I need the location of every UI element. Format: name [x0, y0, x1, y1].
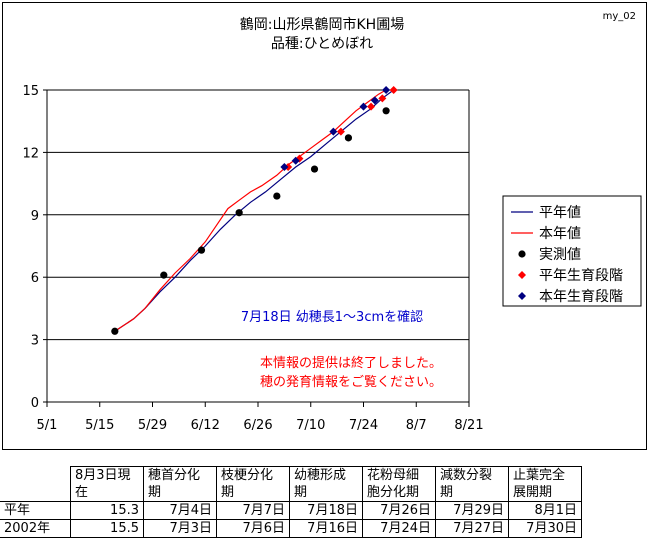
legend-label: 本年値 [539, 226, 581, 242]
stage-marker [378, 94, 387, 103]
stage-marker [329, 127, 338, 136]
table-cell: 7月16日 [289, 519, 363, 538]
stage-marker [389, 86, 398, 94]
data-point [310, 165, 319, 173]
x-tick-label: 7/10 [296, 418, 325, 433]
table-cell: 7月30日 [508, 519, 582, 538]
row-label: 平年 [0, 501, 71, 520]
stage-marker [367, 102, 376, 111]
legend-label: 平年生育段階 [539, 268, 623, 284]
x-tick-label: 8/7 [406, 418, 427, 433]
legend-label: 実測値 [539, 247, 581, 263]
table-header-cell: 花粉母細胞分化期 [362, 466, 436, 502]
stage-marker [382, 86, 391, 94]
stage-marker [291, 156, 300, 165]
data-point [235, 209, 243, 217]
table-cell: 15.5 [70, 519, 144, 538]
table-cell: 8月1日 [508, 501, 582, 520]
x-tick-label: 5/29 [138, 418, 167, 433]
chart-frame: 鶴岡:山形県鶴岡市KH圃場 品種:ひとめぼれ my_02 0 3 6 9 12 15 5/1 5/1… [2, 2, 647, 450]
legend-swatch [518, 292, 526, 300]
y-tick-label: 15 [22, 84, 39, 99]
legend-box [502, 195, 642, 307]
series-line [114, 89, 387, 332]
table-row: 平年 15.3 7月4日 7月7日 7月18日 7月26日 7月29日 8月1日 [0, 501, 582, 520]
y-tick-label: 12 [22, 146, 39, 161]
table-header-cell: 減数分裂期 [435, 466, 509, 502]
table-header-cell: 枝梗分化期 [216, 466, 290, 502]
x-tick-label: 5/15 [85, 418, 114, 433]
x-tick-label: 8/21 [454, 418, 483, 433]
plot-annotation: 7月18日 幼穂長1～3cmを確認 [241, 309, 423, 325]
x-tick-label: 7/24 [349, 418, 378, 433]
y-tick-label: 6 [31, 271, 39, 286]
stage-marker [370, 96, 379, 105]
table-header-cell: 8月3日現在 [70, 466, 144, 502]
table-header-row: 8月3日現在 穂首分化期 枝梗分化期 幼穂形成期 花粉母細胞分化期 減数分裂期 … [0, 466, 582, 502]
data-point [197, 246, 206, 254]
table-cell: 7月6日 [216, 519, 290, 538]
x-tick-label: 5/1 [37, 418, 58, 433]
data-point [344, 134, 353, 142]
notice-line: 本情報の提供は終了しました。 [260, 355, 442, 371]
y-tick-label: 3 [31, 334, 39, 349]
x-tick-label: 6/12 [191, 418, 220, 433]
table-header-cell: 穂首分化期 [143, 466, 217, 502]
y-tick-label: 0 [31, 396, 39, 411]
table-cell: 7月4日 [143, 501, 217, 520]
table-cell: 7月24日 [362, 519, 436, 538]
legend-label: 平年値 [539, 205, 581, 221]
chart-subtitle: 品種:ひとめぼれ [271, 36, 373, 52]
chart-title: 鶴岡:山形県鶴岡市KH圃場 [240, 16, 404, 33]
table-cell: 7月18日 [289, 501, 363, 520]
x-tick-label: 6/26 [243, 418, 272, 433]
series-line [114, 89, 394, 332]
stage-marker [280, 162, 289, 171]
table-header-cell: 幼穂形成期 [289, 466, 363, 502]
legend-label: 本年生育段階 [539, 289, 623, 305]
row-label: 2002年 [0, 519, 71, 538]
data-point [273, 192, 281, 200]
legend-swatch [518, 271, 526, 279]
corner-label: my_02 [603, 11, 636, 22]
data-point [111, 327, 119, 335]
table-cell: 7月3日 [143, 519, 217, 538]
legend-swatch [518, 250, 526, 258]
table-cell: 7月7日 [216, 501, 290, 520]
table-cell: 7月26日 [362, 501, 436, 520]
table-row: 2002年 15.5 7月3日 7月6日 7月16日 7月24日 7月27日 7… [0, 519, 582, 538]
y-tick-label: 9 [31, 209, 39, 224]
data-point [160, 271, 168, 279]
table-cell: 15.3 [70, 501, 144, 520]
table-corner-cell [0, 467, 71, 502]
table-cell: 7月29日 [435, 501, 509, 520]
stage-marker [336, 127, 345, 136]
table-cell: 7月27日 [435, 519, 509, 538]
data-point [382, 107, 390, 115]
table-header-cell: 止葉完全展開期 [508, 466, 582, 502]
stage-marker [359, 102, 368, 111]
growth-stage-table: 8月3日現在 穂首分化期 枝梗分化期 幼穂形成期 花粉母細胞分化期 減数分裂期 … [0, 466, 582, 538]
notice-line: 穂の発育情報をご覧ください。 [260, 374, 442, 390]
